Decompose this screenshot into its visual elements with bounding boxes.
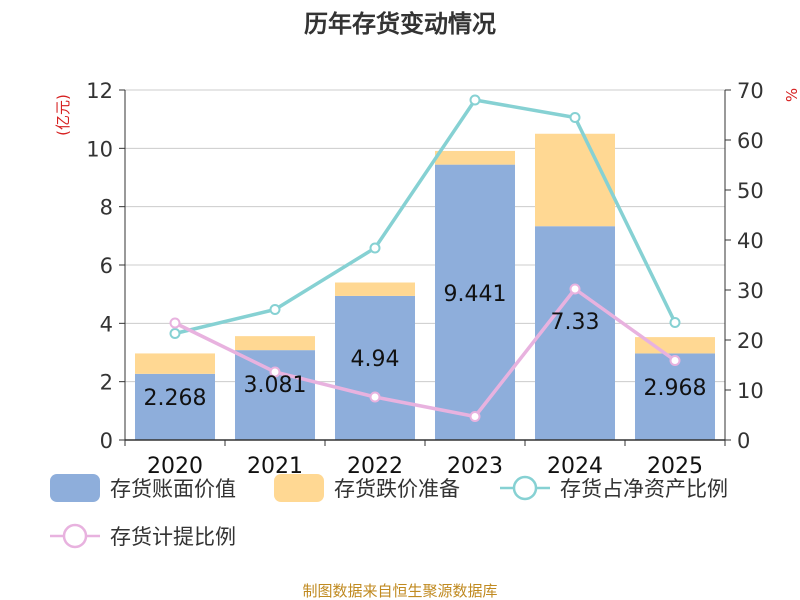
left-axis-tick-label: 10 — [86, 137, 113, 161]
bar-book-value — [635, 353, 715, 440]
point-provision-ratio — [569, 283, 581, 295]
left-axis-unit: (亿元) — [54, 94, 72, 136]
right-axis-tick-label: 50 — [737, 179, 764, 203]
right-axis-tick-label: 0 — [737, 429, 750, 453]
legend-marker — [62, 523, 88, 549]
point-net-asset-ratio — [469, 94, 481, 106]
bar-impairment — [335, 282, 415, 296]
bar-data-label: 2.268 — [144, 386, 207, 411]
bars — [135, 133, 715, 440]
chart-title: 历年存货变动情况 — [304, 10, 496, 38]
x-axis-category-label: 2023 — [447, 454, 503, 479]
bar-impairment — [535, 133, 615, 227]
line-provision-ratio — [174, 287, 677, 419]
bar-impairment — [635, 337, 715, 354]
point-net-asset-ratio — [669, 317, 681, 328]
point-net-asset-ratio — [269, 304, 281, 315]
legend-label: 存货账面价值 — [110, 477, 236, 501]
bar-book-value — [235, 350, 315, 440]
x-axis-category-label: 2024 — [547, 454, 603, 479]
legend-label: 存货计提比例 — [110, 525, 236, 549]
x-axis-category-label: 2022 — [347, 454, 403, 479]
right-axis-tick-label: 60 — [737, 129, 764, 153]
bar-impairment — [235, 336, 315, 351]
point-provision-ratio — [269, 366, 281, 378]
right-axis-tick-label: 20 — [737, 329, 764, 353]
legend-label: 存货占净资产比例 — [560, 477, 728, 501]
legend-swatch — [50, 474, 100, 502]
left-axis-tick-label: 8 — [100, 196, 113, 220]
left-axis-tick-label: 6 — [100, 254, 113, 278]
legend-swatch — [274, 474, 324, 502]
bar-book-value — [535, 226, 615, 440]
bar-data-label: 9.441 — [444, 282, 507, 307]
source-note: 制图数据来自恒生聚源数据库 — [302, 582, 497, 600]
bar-book-value — [435, 164, 515, 440]
bar-data-label: 2.968 — [644, 376, 707, 401]
point-provision-ratio — [169, 317, 181, 329]
left-axis-tick-label: 0 — [100, 429, 113, 453]
bar-impairment — [435, 150, 515, 165]
left-axis-tick-label: 4 — [100, 312, 113, 336]
point-provision-ratio — [669, 355, 681, 366]
right-axis-tick-label: 40 — [737, 229, 764, 253]
bar-impairment — [135, 353, 215, 374]
legend-label: 存货跌价准备 — [334, 477, 460, 501]
right-axis-tick-label: 30 — [737, 279, 764, 303]
line-net-asset-ratio — [174, 98, 677, 336]
right-axis-tick-label: 10 — [737, 379, 764, 403]
bar-data-label: 3.081 — [244, 373, 307, 398]
right-axis-unit: % — [783, 88, 800, 102]
right-axis-tick-label: 70 — [737, 79, 764, 103]
data-labels: 2.268 3.081 4.94 9.441 7.33 2.968 — [144, 282, 707, 411]
bar-data-label: 7.33 — [551, 310, 600, 335]
left-axis-tick-label: 12 — [86, 79, 113, 103]
legend-marker — [512, 475, 538, 501]
left-axis-tick-label: 2 — [100, 371, 113, 395]
lines — [169, 94, 681, 422]
point-net-asset-ratio — [169, 328, 181, 339]
point-net-asset-ratio — [569, 112, 581, 123]
bar-data-label: 4.94 — [351, 347, 400, 372]
gridlines — [125, 89, 725, 383]
x-axis-category-label: 2025 — [647, 454, 703, 479]
point-net-asset-ratio — [369, 242, 381, 254]
point-provision-ratio — [469, 411, 481, 422]
point-provision-ratio — [369, 391, 381, 403]
bar-book-value — [335, 295, 415, 440]
x-axis-category-label: 2020 — [147, 454, 203, 479]
bar-book-value — [135, 373, 215, 440]
